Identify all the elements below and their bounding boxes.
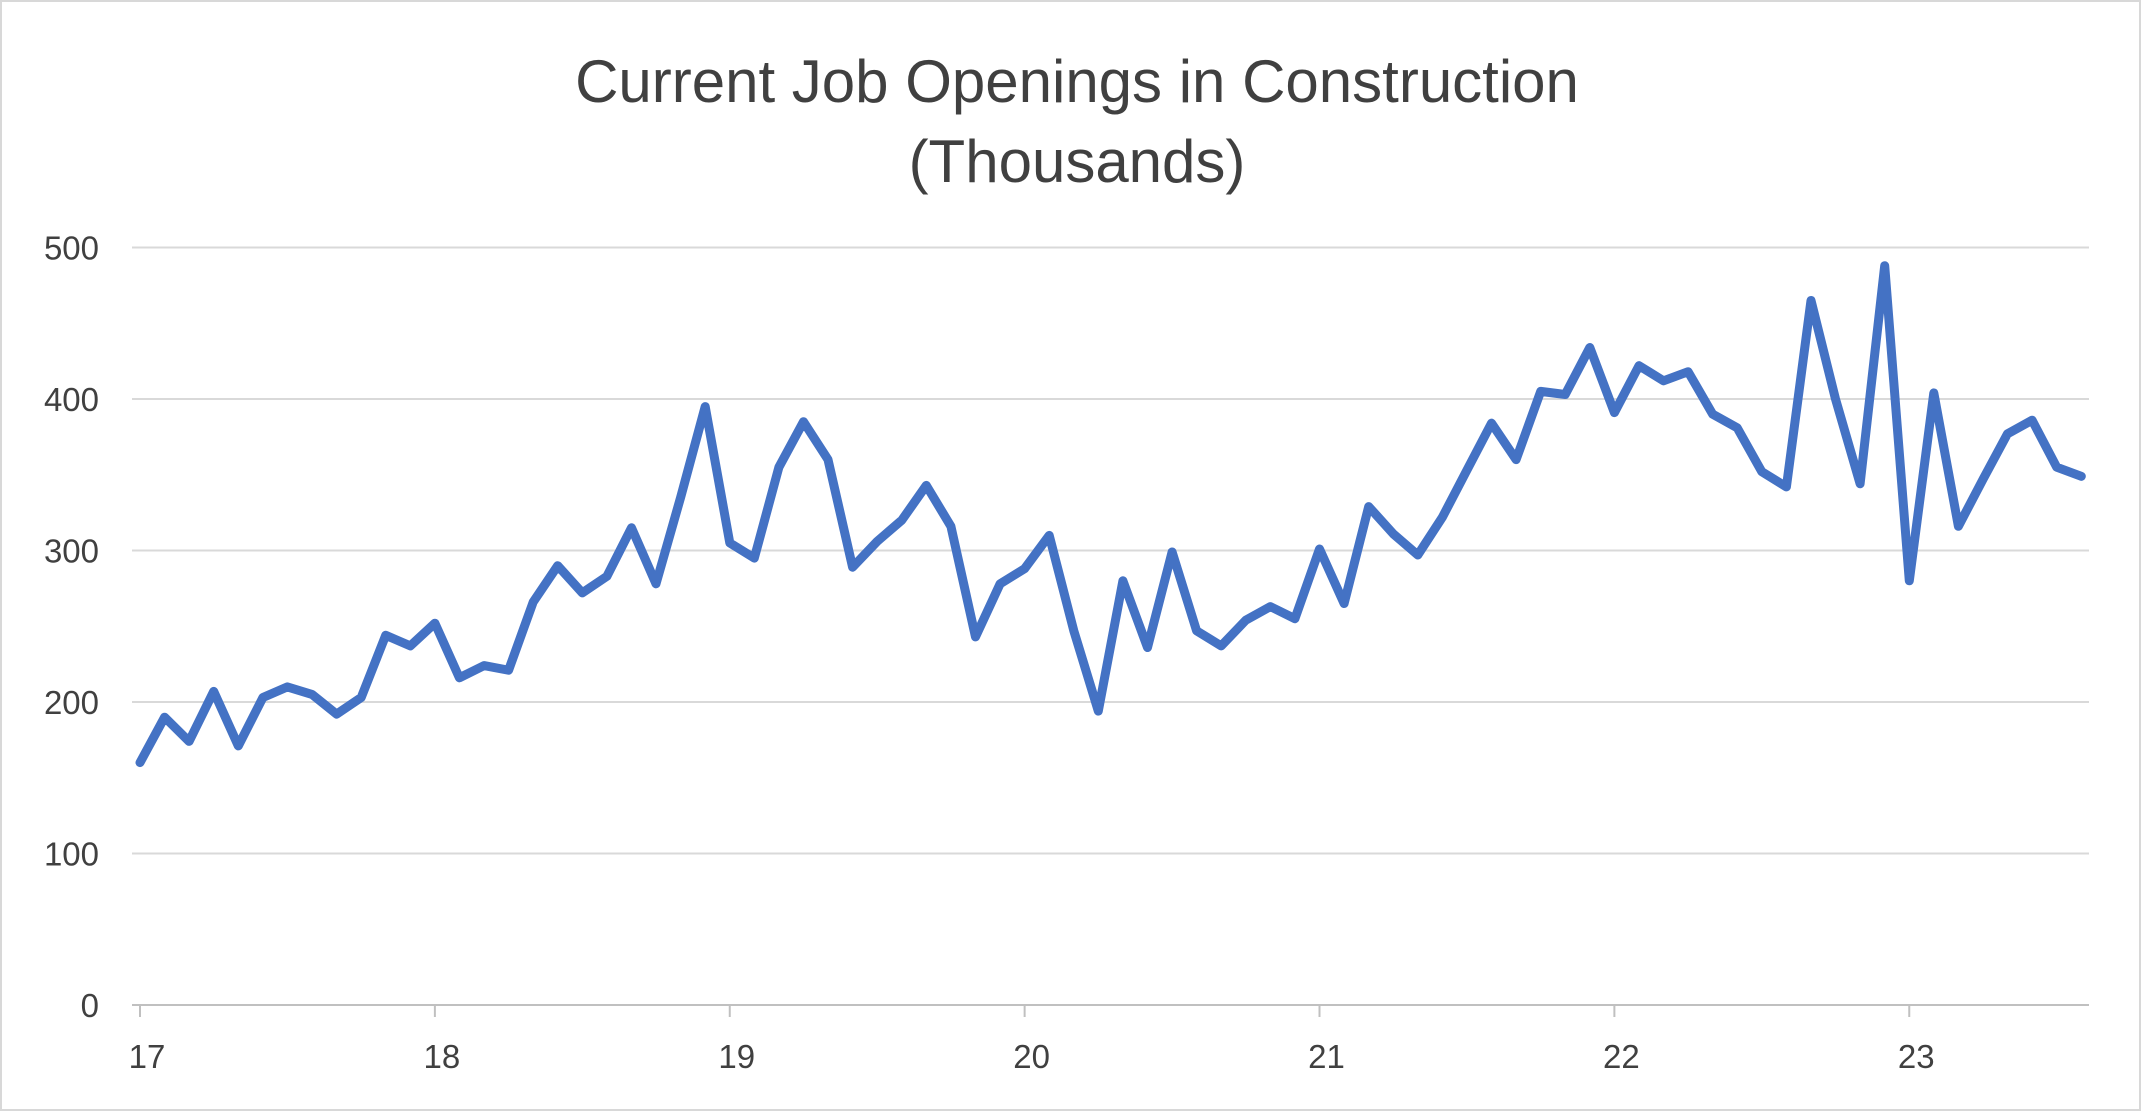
x-axis-tick-label: 17: [129, 1038, 166, 1075]
y-axis-tick-label: 200: [44, 684, 99, 721]
data-series-line: [135, 261, 2086, 768]
y-axis-tick-label: 300: [44, 533, 99, 570]
plot-area: 0 100 200 300 400 500 17 18 19 20 21 22 23: [44, 230, 2089, 1075]
chart-title: Current Job Openings in Construction: [575, 48, 1579, 115]
chart-subtitle: (Thousands): [909, 128, 1246, 195]
x-axis-tick-label: 18: [424, 1038, 461, 1075]
y-axis-tick-label: 100: [44, 836, 99, 873]
x-axis-tick-label: 20: [1013, 1038, 1050, 1075]
x-axis-tick-label: 22: [1603, 1038, 1640, 1075]
y-axis-tick-label: 500: [44, 230, 99, 267]
x-axis-tick-label: 19: [718, 1038, 755, 1075]
x-axis-tick-label: 23: [1898, 1038, 1935, 1075]
y-axis-tick-label: 0: [81, 987, 99, 1024]
y-axis-tick-label: 400: [44, 381, 99, 418]
x-axis-tick-label: 21: [1308, 1038, 1345, 1075]
